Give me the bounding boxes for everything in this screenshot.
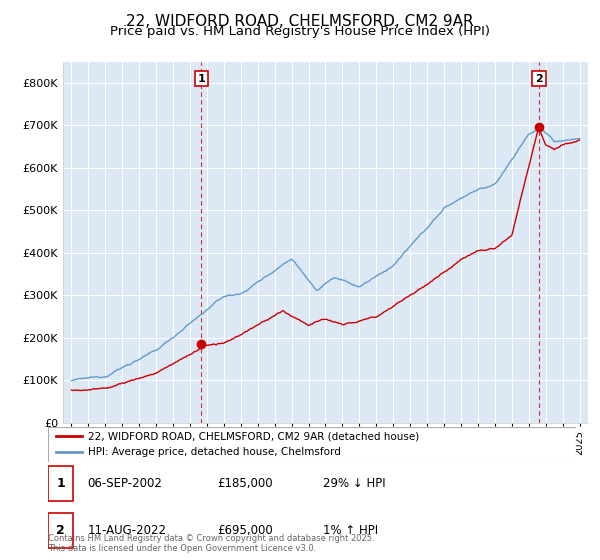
Text: £695,000: £695,000 [217, 524, 273, 537]
Text: 22, WIDFORD ROAD, CHELMSFORD, CM2 9AR (detached house): 22, WIDFORD ROAD, CHELMSFORD, CM2 9AR (d… [88, 431, 419, 441]
Text: 1: 1 [197, 73, 205, 83]
Bar [48, 466, 73, 501]
Text: 1: 1 [56, 477, 65, 490]
Text: Price paid vs. HM Land Registry's House Price Index (HPI): Price paid vs. HM Land Registry's House … [110, 25, 490, 38]
Text: Contains HM Land Registry data © Crown copyright and database right 2025.
This d: Contains HM Land Registry data © Crown c… [48, 534, 374, 553]
Text: HPI: Average price, detached house, Chelmsford: HPI: Average price, detached house, Chel… [88, 447, 340, 458]
Text: 22, WIDFORD ROAD, CHELMSFORD, CM2 9AR: 22, WIDFORD ROAD, CHELMSFORD, CM2 9AR [126, 14, 474, 29]
Text: 06-SEP-2002: 06-SEP-2002 [88, 477, 163, 490]
Text: 11-AUG-2022: 11-AUG-2022 [88, 524, 167, 537]
Text: 29% ↓ HPI: 29% ↓ HPI [323, 477, 385, 490]
Text: 2: 2 [535, 73, 543, 83]
Text: 2: 2 [56, 524, 65, 537]
Bar [48, 513, 73, 548]
Text: 1% ↑ HPI: 1% ↑ HPI [323, 524, 377, 537]
Text: £185,000: £185,000 [217, 477, 272, 490]
